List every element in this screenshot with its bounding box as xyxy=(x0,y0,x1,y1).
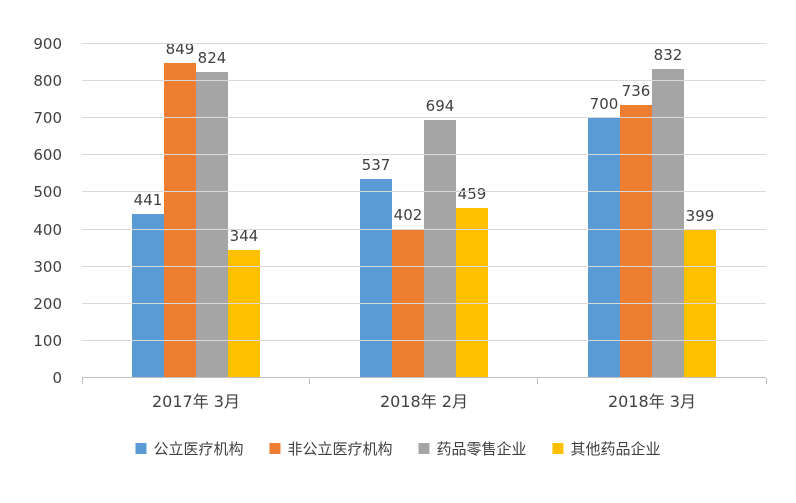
bar-value-label: 824 xyxy=(197,49,227,68)
gridline xyxy=(82,191,766,193)
legend-swatch-icon xyxy=(269,443,281,454)
bar-value-label: 344 xyxy=(229,227,259,246)
bar-value-label: 459 xyxy=(457,184,487,203)
legend-item-1: 非公立医疗机构 xyxy=(269,438,393,459)
bar-series-3: 344 xyxy=(228,227,260,378)
gridline xyxy=(82,339,766,341)
x-axis-tick-mark xyxy=(537,378,539,384)
bar-series-0: 537 xyxy=(360,156,392,378)
legend: 公立医疗机构 非公立医疗机构 药品零售企业 其他药品企业 xyxy=(135,438,661,459)
bar-series-2: 832 xyxy=(652,46,684,378)
y-axis: 0 100 200 300 400 500 600 700 800 900 xyxy=(0,35,70,387)
gridline xyxy=(82,80,766,82)
bar-series-0: 441 xyxy=(132,191,164,378)
legend-label: 药品零售企业 xyxy=(436,440,527,458)
plot-area: 441 849 824 344 537 402 694 459 700 736 832 399 xyxy=(81,40,767,384)
bar-series-2: 694 xyxy=(424,97,456,378)
x-axis-tick-mark xyxy=(765,378,767,384)
x-axis: 2017年 3月 2018年 2月 2018年 3月 xyxy=(82,388,766,412)
x-axis-category-label: 2017年 3月 xyxy=(152,392,240,411)
y-axis-tick-label: 200 xyxy=(33,294,62,313)
bar-series-3: 399 xyxy=(684,207,716,378)
bar-series-1: 849 xyxy=(164,40,196,378)
bar-groups-container: 441 849 824 344 537 402 694 459 700 736 832 399 xyxy=(82,40,766,378)
bar-group: 700 736 832 399 xyxy=(538,44,766,378)
gridline xyxy=(82,117,766,119)
x-axis-category-label: 2018年 2月 xyxy=(380,392,468,411)
legend-swatch-icon xyxy=(418,443,430,454)
gridline xyxy=(82,302,766,304)
x-axis-tick-mark xyxy=(81,378,83,384)
legend-swatch-icon xyxy=(135,443,147,454)
y-axis-tick-label: 300 xyxy=(33,257,62,276)
bar-series-3: 459 xyxy=(456,185,488,378)
y-axis-tick-label: 800 xyxy=(33,72,62,91)
gridline xyxy=(82,154,766,156)
bar-series-0: 700 xyxy=(588,95,620,378)
gridline xyxy=(82,265,766,267)
bar-value-label: 736 xyxy=(621,81,651,100)
y-axis-tick-label: 100 xyxy=(33,331,62,350)
legend-swatch-icon xyxy=(552,443,564,454)
bar-series-2: 824 xyxy=(196,49,228,378)
bar-value-label: 832 xyxy=(653,46,683,65)
legend-label: 非公立医疗机构 xyxy=(287,440,393,458)
bar-value-label: 402 xyxy=(393,205,423,224)
gridline xyxy=(82,228,766,230)
x-axis-category-label: 2018年 3月 xyxy=(608,392,696,411)
bar-value-label: 441 xyxy=(133,191,163,210)
bar-value-label: 849 xyxy=(165,39,195,58)
gridline xyxy=(82,43,766,44)
bar-group: 441 849 824 344 xyxy=(82,40,310,378)
legend-label: 其他药品企业 xyxy=(570,440,661,458)
y-axis-tick-label: 400 xyxy=(33,220,62,239)
legend-label: 公立医疗机构 xyxy=(153,440,244,458)
bar-value-label: 399 xyxy=(685,206,715,225)
bar-value-label: 694 xyxy=(425,97,455,116)
legend-item-3: 其他药品企业 xyxy=(552,438,661,459)
y-axis-tick-label: 700 xyxy=(33,109,62,128)
y-axis-tick-label: 0 xyxy=(52,369,62,387)
bar-series-1: 736 xyxy=(620,82,652,378)
y-axis-tick-label: 500 xyxy=(33,183,62,202)
x-axis-line xyxy=(82,377,766,378)
legend-item-0: 公立医疗机构 xyxy=(135,438,243,459)
bar-value-label: 700 xyxy=(589,95,619,114)
legend-item-2: 药品零售企业 xyxy=(418,438,527,459)
y-axis-tick-label: 900 xyxy=(33,35,62,53)
bar-value-label: 537 xyxy=(361,155,391,174)
x-axis-tick-mark xyxy=(309,378,311,384)
y-axis-tick-label: 600 xyxy=(33,146,62,165)
bar-group: 537 402 694 459 xyxy=(310,44,538,378)
